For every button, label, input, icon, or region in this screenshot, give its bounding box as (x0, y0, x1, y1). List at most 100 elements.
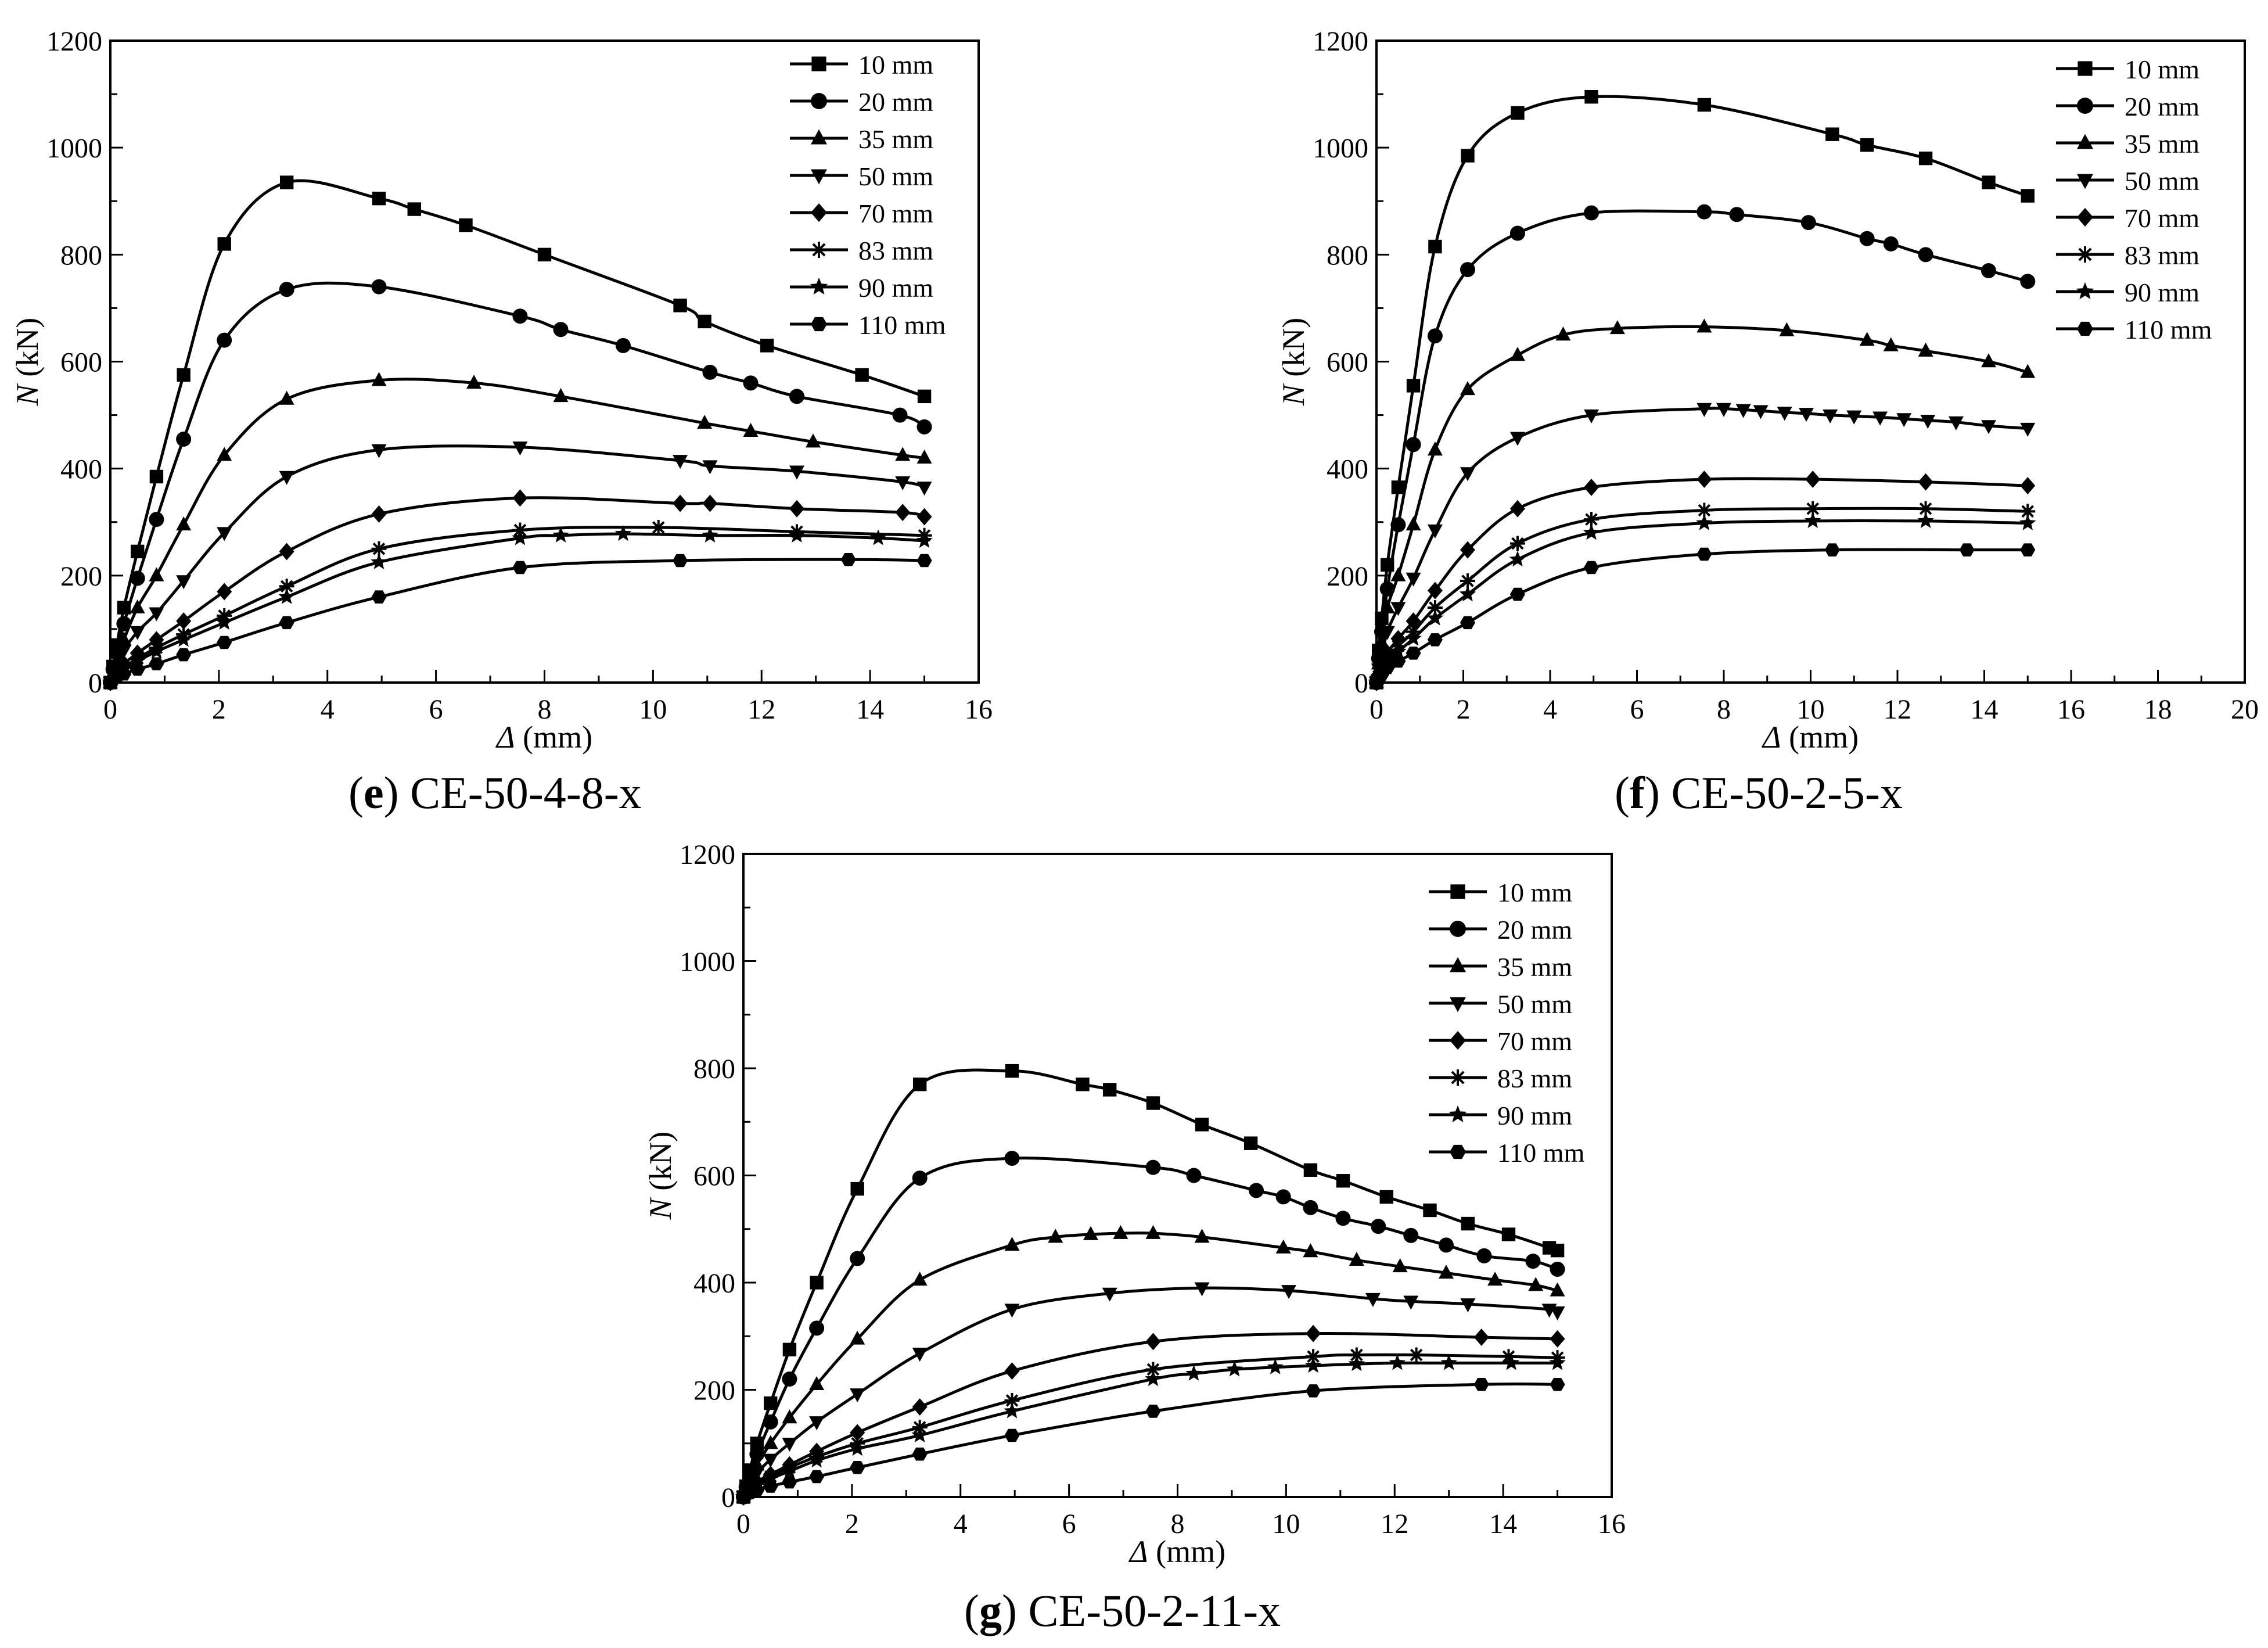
data-point (1509, 587, 1525, 601)
data-point (1696, 502, 1712, 518)
data-point (1872, 411, 1888, 426)
data-point (1004, 1428, 1020, 1442)
data-point (702, 364, 718, 380)
data-point (1391, 480, 1406, 494)
data-point (1392, 1258, 1408, 1273)
data-point (1460, 616, 1475, 630)
data-point (702, 526, 718, 543)
data-point (1406, 379, 1421, 393)
data-point (217, 583, 232, 601)
x-tick-label: 10 (1797, 694, 1825, 725)
x-tick-label: 20 (2231, 694, 2259, 725)
legend-marker (1450, 1031, 1466, 1050)
legend-marker (2077, 134, 2093, 149)
legend-marker (2077, 174, 2093, 189)
data-point (1427, 633, 1443, 647)
data-point (1859, 332, 1875, 346)
data-point (1948, 416, 1964, 430)
data-point (1696, 403, 1712, 417)
y-tick-label: 1200 (1313, 26, 1368, 57)
data-point (1917, 512, 1934, 528)
x-tick-label: 14 (856, 694, 884, 725)
series-line-10-mm (742, 1068, 1558, 1498)
data-point (175, 631, 192, 647)
data-point (1460, 467, 1475, 482)
data-point (1609, 320, 1625, 335)
data-point (1920, 415, 1936, 429)
data-point (1959, 543, 1975, 556)
data-point (1509, 500, 1525, 518)
data-point (371, 279, 387, 295)
data-point (279, 543, 294, 561)
legend: 10 mm 20 mm 35 mm 50 mm 70 mm 83 mm 90 mm 110 m… (1429, 878, 1585, 1168)
x-tick-label: 10 (639, 694, 667, 725)
data-point (809, 1376, 825, 1391)
data-point (850, 1182, 864, 1196)
x-tick-label: 16 (965, 694, 993, 725)
x-axis-label: Δ (mm) (495, 720, 592, 755)
y-tick-label: 400 (1327, 454, 1368, 485)
data-point (553, 388, 569, 403)
caption-e-text: CE-50-4-8-x (398, 767, 642, 818)
legend-label: 50 mm (1497, 989, 1572, 1019)
series-line-110-mm (109, 558, 925, 684)
legend-label: 110 mm (1497, 1138, 1585, 1168)
data-point (809, 1416, 825, 1431)
data-point (149, 512, 164, 527)
data-point (2020, 274, 2036, 289)
legend-label: 10 mm (1497, 878, 1572, 907)
legend-marker (1450, 1144, 1466, 1159)
data-point (1716, 403, 1731, 417)
data-point (673, 299, 687, 313)
data-point (2020, 477, 2036, 495)
data-point (1145, 1333, 1161, 1351)
caption-f-text: CE-50-2-5-x (1659, 767, 1903, 818)
data-point (1004, 1402, 1020, 1419)
data-point (1426, 609, 1444, 626)
data-point (1697, 98, 1712, 112)
y-tick-label: 400 (60, 454, 102, 485)
data-point (1525, 1254, 1541, 1269)
legend-label: 50 mm (858, 161, 933, 191)
data-point (1145, 1159, 1161, 1175)
data-point (1103, 1083, 1117, 1097)
data-point (788, 526, 806, 543)
data-point (1408, 1347, 1424, 1363)
data-point (912, 1272, 928, 1286)
data-point (806, 433, 821, 448)
data-point (131, 544, 145, 559)
data-point (1550, 1261, 1565, 1277)
y-tick-label: 0 (88, 668, 102, 699)
data-point (217, 237, 231, 251)
data-point (1550, 1330, 1565, 1348)
data-point (1584, 409, 1600, 423)
data-point (176, 516, 192, 531)
legend-marker (1450, 997, 1466, 1013)
data-point (1406, 572, 1421, 587)
data-point (130, 662, 145, 676)
data-point (782, 1438, 797, 1452)
series-line-83-mm (1375, 507, 2028, 683)
data-point (764, 1396, 778, 1410)
data-point (1503, 1354, 1520, 1370)
data-point (177, 368, 191, 382)
data-point (1824, 543, 1840, 556)
data-point (1390, 602, 1406, 616)
data-point (760, 339, 774, 353)
data-point (916, 554, 932, 568)
data-point (176, 432, 192, 447)
data-point (1226, 1360, 1243, 1377)
legend-label: 50 mm (2125, 166, 2199, 196)
series-line-20-mm (1375, 209, 2028, 683)
legend-label: 90 mm (858, 273, 933, 303)
data-point (1303, 1200, 1318, 1215)
legend-marker (811, 242, 827, 258)
legend: 10 mm 20 mm 35 mm 50 mm 70 mm 83 mm 90 mm 110 m… (790, 50, 946, 340)
data-point (673, 494, 688, 512)
data-point (698, 314, 711, 329)
data-point (1509, 551, 1526, 567)
data-point (1004, 1237, 1020, 1251)
x-tick-label: 6 (1630, 694, 1644, 725)
data-point (808, 1452, 825, 1468)
data-point (371, 541, 387, 556)
